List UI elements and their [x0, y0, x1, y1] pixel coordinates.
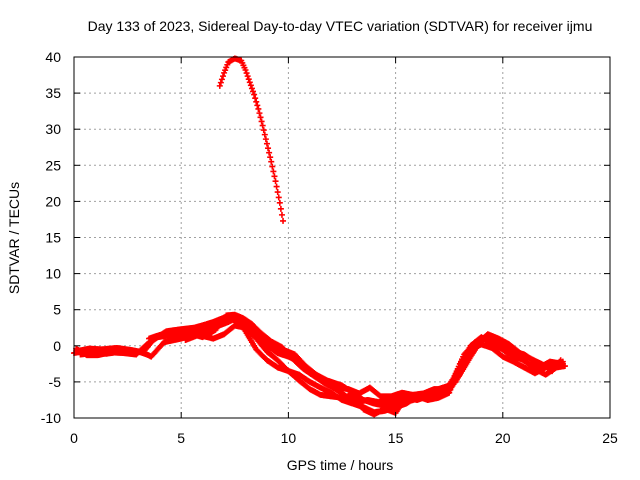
- y-axis-label: SDTVAR / TECUs: [6, 182, 22, 294]
- plot-data: [71, 55, 568, 418]
- y-tick-label: 5: [53, 302, 61, 318]
- data-point: [268, 158, 275, 165]
- data-point: [266, 149, 273, 156]
- y-tick-label: 35: [45, 85, 61, 101]
- data-point: [220, 73, 227, 80]
- grid-lines: [74, 57, 610, 418]
- series-high-arc: [216, 55, 287, 224]
- data-point: [267, 154, 274, 161]
- data-point: [280, 217, 287, 224]
- x-tick-label: 0: [70, 430, 78, 446]
- data-point: [274, 189, 281, 196]
- data-point: [255, 105, 262, 112]
- data-point: [243, 70, 250, 77]
- data-point: [272, 178, 279, 185]
- data-point: [269, 163, 276, 170]
- y-tick-label: -10: [41, 410, 61, 426]
- y-tick-label: 40: [45, 49, 61, 65]
- x-tick-label: 5: [177, 430, 185, 446]
- data-point: [273, 183, 280, 190]
- data-point: [276, 199, 283, 206]
- y-tick-label: 20: [45, 193, 61, 209]
- data-point: [263, 140, 270, 147]
- data-point: [245, 76, 252, 83]
- x-tick-label: 20: [495, 430, 511, 446]
- data-point: [244, 73, 251, 80]
- data-point: [248, 85, 255, 92]
- data-point: [251, 91, 258, 98]
- x-tick-label: 15: [388, 430, 404, 446]
- data-point: [261, 131, 268, 138]
- axis-ticks: [73, 56, 611, 419]
- data-point: [271, 173, 278, 180]
- data-point: [250, 88, 257, 95]
- data-point: [216, 82, 223, 89]
- data-point: [262, 136, 269, 143]
- data-point: [278, 211, 285, 218]
- data-point: [253, 98, 260, 105]
- data-point: [246, 79, 253, 86]
- data-point: [257, 114, 264, 121]
- data-point: [217, 79, 224, 86]
- chart-title: Day 133 of 2023, Sidereal Day-to-day VTE…: [88, 18, 593, 34]
- y-tick-label: 15: [45, 230, 61, 246]
- data-point: [446, 389, 453, 396]
- data-point: [258, 118, 265, 125]
- data-point: [242, 66, 249, 73]
- data-point: [559, 360, 566, 367]
- y-tick-label: 30: [45, 121, 61, 137]
- data-point: [259, 122, 266, 129]
- data-point: [254, 102, 261, 109]
- y-tick-label: 0: [53, 338, 61, 354]
- data-point: [265, 145, 272, 152]
- data-point: [277, 205, 284, 212]
- data-point: [260, 127, 267, 134]
- y-tick-label: 10: [45, 266, 61, 282]
- x-tick-labels: 0 5 10 15 20 25: [70, 430, 618, 446]
- x-tick-label: 10: [281, 430, 297, 446]
- y-tick-labels: -10 -5 0 5 10 15 20 25 30 35 40: [41, 49, 61, 426]
- data-point: [256, 110, 263, 117]
- x-tick-label: 25: [602, 430, 618, 446]
- series-track-e: [73, 311, 566, 406]
- data-point: [247, 82, 254, 89]
- data-point: [270, 168, 277, 175]
- data-point: [218, 76, 225, 83]
- x-axis-label: GPS time / hours: [287, 457, 394, 473]
- data-point: [275, 194, 282, 201]
- y-tick-label: 25: [45, 157, 61, 173]
- data-point: [252, 95, 259, 102]
- y-tick-label: -5: [49, 374, 62, 390]
